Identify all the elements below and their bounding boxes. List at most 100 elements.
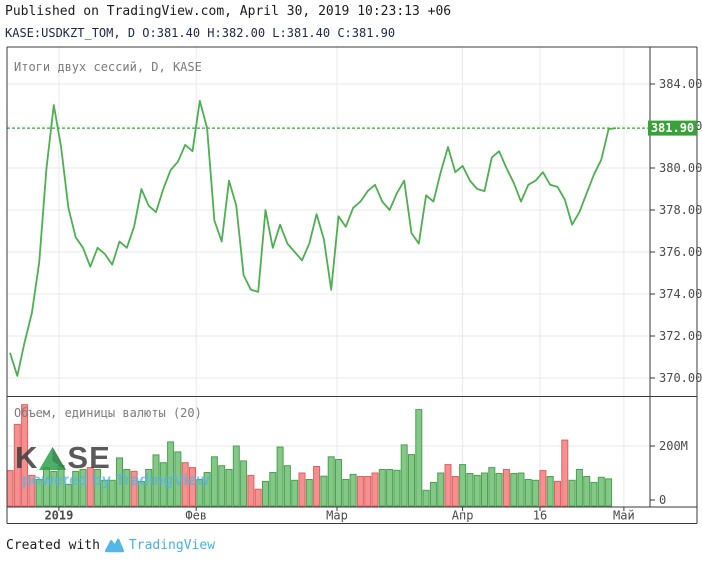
price-line (9, 99, 617, 377)
volume-bar (72, 470, 80, 507)
volume-bar (262, 480, 269, 507)
volume-bar (378, 469, 386, 507)
volume-bar (108, 479, 116, 507)
volume-bar (532, 479, 540, 507)
volume-bar (94, 469, 102, 507)
volume-bar (386, 469, 394, 507)
svg-text:380.00: 380.00 (659, 161, 702, 175)
volume-bar (167, 441, 175, 507)
volume-bar (356, 476, 364, 507)
volume-bar (597, 476, 605, 507)
x-axis-labels: 2019 Фев Мар Апр 16 Май (44, 507, 635, 523)
volume-bar (86, 467, 94, 507)
volume-bar (283, 465, 291, 507)
volume-bar (437, 472, 445, 507)
volume-bar (247, 474, 255, 507)
volume-bar (225, 469, 233, 507)
svg-text:372.00: 372.00 (659, 329, 702, 343)
volume-bar (554, 480, 561, 507)
volume-bar (429, 481, 437, 507)
volume-bar (64, 483, 72, 507)
volume-bar (174, 451, 182, 507)
volume-bar (488, 467, 496, 507)
volume-bar (371, 472, 379, 507)
volume-bar (240, 460, 248, 507)
volume-bar (502, 469, 510, 507)
svg-text:Апр: Апр (452, 509, 474, 523)
volume-bar (181, 462, 189, 507)
svg-text:384.00: 384.00 (659, 77, 702, 91)
volume-bar (21, 404, 29, 507)
volume-bar (327, 456, 335, 507)
published-line: Published on TradingView.com, April 30, … (5, 4, 452, 19)
volume-bar (575, 469, 583, 507)
volume-bar (510, 473, 518, 507)
volume-bar (57, 465, 65, 507)
volume-bar (189, 467, 196, 507)
svg-text:Фев: Фев (185, 509, 207, 523)
volume-bar (218, 465, 226, 507)
volume-bar (43, 467, 50, 507)
volume-bar (305, 479, 313, 507)
svg-text:Май: Май (613, 509, 635, 523)
volume-bar (203, 472, 211, 507)
volume-bar (79, 469, 87, 507)
svg-text:Мар: Мар (326, 509, 348, 523)
volume-bar (196, 479, 204, 507)
chart-frame (6, 46, 698, 524)
volume-bar (123, 469, 131, 507)
created-with-text: Created with (6, 537, 100, 553)
volume-bar (35, 479, 43, 507)
volume-bar (152, 454, 160, 507)
gridlines (7, 47, 650, 507)
volume-bar (561, 439, 569, 507)
volume-bar (101, 479, 109, 507)
volume-bar (590, 481, 598, 507)
volume-bar (342, 479, 350, 507)
svg-text:370.00: 370.00 (659, 371, 702, 385)
volume-bar (28, 474, 36, 507)
last-price-badge-text: 381.90 (651, 121, 694, 135)
volume-bar (50, 470, 58, 507)
tradingview-link[interactable]: TradingView (128, 537, 216, 553)
volume-chart-title: Объем, единицы валюты (20) (14, 406, 202, 420)
volume-bar (137, 480, 145, 507)
volume-bar (422, 489, 430, 507)
volume-bar (605, 478, 613, 507)
svg-text:0: 0 (659, 493, 666, 507)
volume-bar (145, 469, 153, 507)
volume-bar (444, 464, 452, 507)
volume-bar (524, 479, 532, 507)
volume-bar (495, 473, 503, 507)
volume-bar (254, 488, 262, 507)
volume-bar (159, 462, 167, 507)
volume-bar (6, 470, 14, 507)
volume-bar (291, 479, 299, 507)
volume-bar (269, 472, 277, 507)
last-price-badge (648, 120, 697, 136)
volume-bar (459, 464, 467, 507)
symbol-ohlc-line: KASE:USDKZT_TOM, D O:381.40 H:382.00 L:3… (5, 26, 396, 40)
volume-bar (583, 476, 591, 507)
volume-bar (349, 473, 357, 507)
volume-bar (116, 457, 123, 507)
volume-bar (298, 472, 306, 507)
volume-bar (210, 456, 218, 507)
volume-bar (466, 473, 474, 507)
volume-bar (473, 474, 481, 507)
volume-bar (481, 472, 488, 507)
volume-bar (13, 423, 21, 507)
svg-text:376.00: 376.00 (659, 245, 702, 259)
volume-axis-labels: 200M 0 (650, 439, 688, 507)
volume-bar (400, 444, 408, 507)
volume-bar (451, 476, 459, 507)
volume-bar (313, 466, 321, 507)
volume-bar (408, 454, 415, 507)
svg-text:374.00: 374.00 (659, 287, 702, 301)
volume-bar (320, 475, 328, 507)
svg-text:200M: 200M (659, 439, 688, 453)
footer: Created with TradingView (6, 537, 215, 553)
svg-text:2019: 2019 (44, 509, 73, 523)
